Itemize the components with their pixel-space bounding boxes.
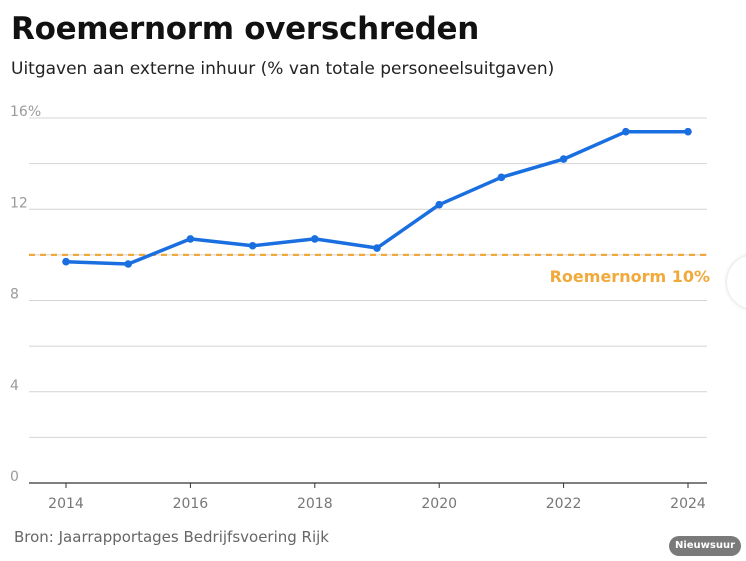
x-axis xyxy=(29,482,707,488)
nieuwsuur-logo: Nieuwsuur xyxy=(669,536,741,556)
x-tick-label: 2016 xyxy=(173,496,209,512)
source-note: Bron: Jaarrapportages Bedrijfsvoering Ri… xyxy=(14,528,329,546)
y-tick-label: 8 xyxy=(10,287,19,303)
x-tick-label: 2014 xyxy=(48,496,84,512)
y-tick-label: 16% xyxy=(10,104,41,120)
reference-line-label: Roemernorm 10% xyxy=(550,267,710,286)
data-point xyxy=(62,257,70,266)
data-point xyxy=(622,127,630,136)
data-point xyxy=(186,235,195,243)
x-tick-label: 2018 xyxy=(297,496,333,512)
data-point xyxy=(248,241,257,250)
data-point xyxy=(373,244,381,252)
x-tick-label: 2024 xyxy=(670,496,706,512)
reference-line-group: Roemernorm 10% xyxy=(29,253,710,286)
y-tick-label: 12 xyxy=(10,195,28,211)
x-axis-tick-labels: 2014 2016 2018 2020 2022 2024 xyxy=(48,496,706,512)
data-point xyxy=(559,155,568,163)
data-point xyxy=(497,173,506,182)
y-axis-tick-labels: 0 4 8 12 16% xyxy=(10,104,41,485)
data-point xyxy=(124,260,132,268)
chart-subtitle: Uitgaven aan externe inhuur (% van total… xyxy=(11,59,555,79)
side-scroll-button[interactable] xyxy=(727,255,746,309)
x-tick-label: 2020 xyxy=(421,496,457,512)
data-point xyxy=(684,127,692,136)
y-tick-label: 0 xyxy=(10,469,19,485)
x-tick-label: 2022 xyxy=(546,496,582,512)
chart-title: Roemernorm overschreden xyxy=(11,11,479,47)
series-layer xyxy=(62,127,692,268)
y-tick-label: 4 xyxy=(10,378,19,394)
data-point xyxy=(435,200,444,209)
series-line xyxy=(64,129,690,266)
data-point xyxy=(311,235,319,243)
